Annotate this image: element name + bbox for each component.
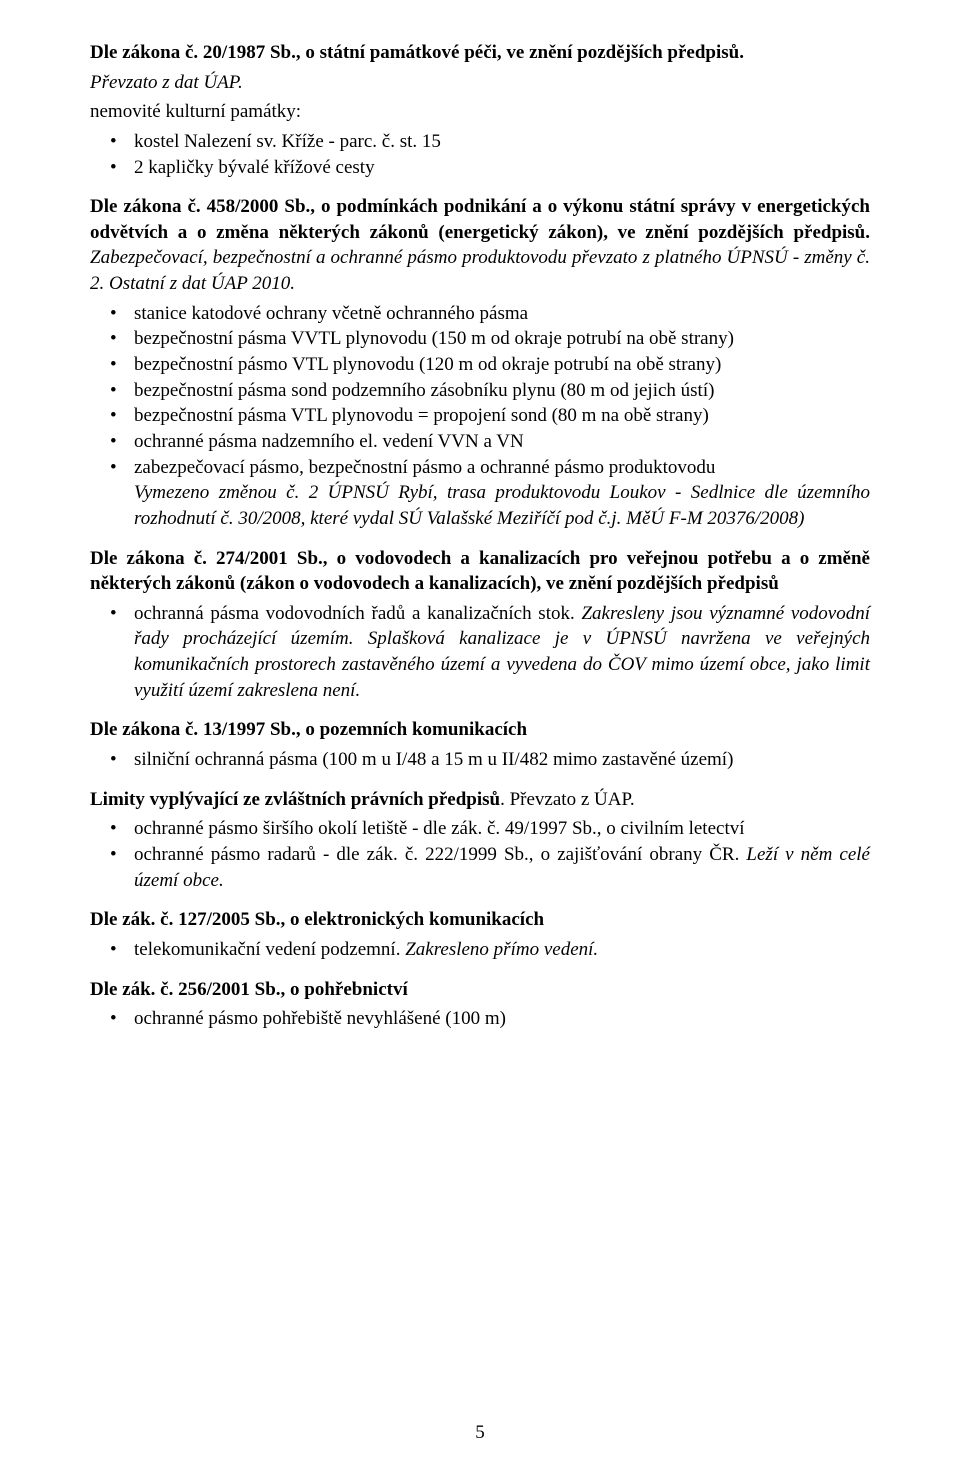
heading-water: Dle zákona č. 274/2001 Sb., o vodovodech… xyxy=(90,546,870,597)
heading-energy-bold: Dle zákona č. 458/2000 Sb., o podmínkách… xyxy=(90,196,870,243)
section-roads: Dle zákona č. 13/1997 Sb., o pozemních k… xyxy=(90,717,870,772)
list-item: bezpečnostní pásma sond podzemního zásob… xyxy=(116,378,870,404)
section-limits: Limity vyplývající ze zvláštních právníc… xyxy=(90,787,870,894)
heading-limits: Limity vyplývající ze zvláštních právníc… xyxy=(90,787,870,813)
water-list: ochranná pásma vodovodních řadů a kanali… xyxy=(90,601,870,704)
heading-limits-plain: . Převzato z ÚAP. xyxy=(500,789,635,810)
section-heritage: Dle zákona č. 20/1987 Sb., o státní pamá… xyxy=(90,40,870,180)
roads-list: silniční ochranná pásma (100 m u I/48 a … xyxy=(90,747,870,773)
list-item: ochranné pásmo pohřebiště nevyhlášené (1… xyxy=(116,1006,870,1032)
heading-telecom: Dle zák. č. 127/2005 Sb., o elektronický… xyxy=(90,907,870,933)
heading-limits-bold: Limity vyplývající ze zvláštních právníc… xyxy=(90,789,500,810)
list-item: 2 kapličky bývalé křížové cesty xyxy=(116,155,870,181)
heading-energy: Dle zákona č. 458/2000 Sb., o podmínkách… xyxy=(90,194,870,297)
list-item: ochranné pásmo širšího okolí letiště - d… xyxy=(116,816,870,842)
list-item-plain: ochranná pásma vodovodních řadů a kanali… xyxy=(134,603,581,624)
heading-heritage-italic: Převzato z dat ÚAP. xyxy=(90,70,870,96)
list-item: kostel Nalezení sv. Kříže - parc. č. st.… xyxy=(116,129,870,155)
limits-list: ochranné pásmo širšího okolí letiště - d… xyxy=(90,816,870,893)
section-burial: Dle zák. č. 256/2001 Sb., o pohřebnictví… xyxy=(90,977,870,1032)
list-item: bezpečnostní pásma VTL plynovodu = propo… xyxy=(116,403,870,429)
section-telecom: Dle zák. č. 127/2005 Sb., o elektronický… xyxy=(90,907,870,962)
list-item: ochranné pásma nadzemního el. vedení VVN… xyxy=(116,429,870,455)
heritage-line: nemovité kulturní památky: xyxy=(90,99,870,125)
energy-list: stanice katodové ochrany včetně ochranné… xyxy=(90,301,870,532)
section-energy: Dle zákona č. 458/2000 Sb., o podmínkách… xyxy=(90,194,870,531)
list-item-plain: ochranné pásmo radarů - dle zák. č. 222/… xyxy=(134,844,746,865)
heading-energy-italic: Zabezpečovací, bezpečnostní a ochranné p… xyxy=(90,247,870,294)
telecom-list: telekomunikační vedení podzemní. Zakresl… xyxy=(90,937,870,963)
burial-list: ochranné pásmo pohřebiště nevyhlášené (1… xyxy=(90,1006,870,1032)
list-item: bezpečnostní pásmo VTL plynovodu (120 m … xyxy=(116,352,870,378)
list-item: telekomunikační vedení podzemní. Zakresl… xyxy=(116,937,870,963)
list-item-text: zabezpečovací pásmo, bezpečnostní pásmo … xyxy=(134,457,715,478)
list-item-plain: telekomunikační vedení podzemní. xyxy=(134,939,405,960)
heading-burial: Dle zák. č. 256/2001 Sb., o pohřebnictví xyxy=(90,977,870,1003)
list-item: stanice katodové ochrany včetně ochranné… xyxy=(116,301,870,327)
page-number: 5 xyxy=(0,1422,960,1444)
list-item-subnote: Vymezeno změnou č. 2 ÚPNSÚ Rybí, trasa p… xyxy=(134,480,870,531)
list-item-italic: Zakresleno přímo vedení. xyxy=(405,939,598,960)
list-item: ochranné pásmo radarů - dle zák. č. 222/… xyxy=(116,842,870,893)
heritage-list: kostel Nalezení sv. Kříže - parc. č. st.… xyxy=(90,129,870,180)
list-item: silniční ochranná pásma (100 m u I/48 a … xyxy=(116,747,870,773)
heading-roads: Dle zákona č. 13/1997 Sb., o pozemních k… xyxy=(90,717,870,743)
list-item: bezpečnostní pásma VVTL plynovodu (150 m… xyxy=(116,326,870,352)
list-item: ochranná pásma vodovodních řadů a kanali… xyxy=(116,601,870,704)
heading-heritage: Dle zákona č. 20/1987 Sb., o státní pamá… xyxy=(90,40,870,66)
heading-heritage-bold: Dle zákona č. 20/1987 Sb., o státní pamá… xyxy=(90,42,744,63)
list-item: zabezpečovací pásmo, bezpečnostní pásmo … xyxy=(116,455,870,532)
section-water: Dle zákona č. 274/2001 Sb., o vodovodech… xyxy=(90,546,870,704)
